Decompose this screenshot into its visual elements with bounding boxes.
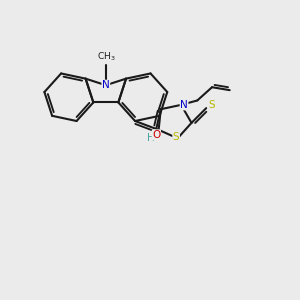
Text: S: S bbox=[208, 100, 215, 110]
Text: CH$_3$: CH$_3$ bbox=[97, 51, 115, 64]
Text: H: H bbox=[146, 133, 154, 143]
Text: S: S bbox=[173, 132, 179, 142]
Text: O: O bbox=[152, 130, 160, 140]
Text: N: N bbox=[102, 80, 110, 90]
Text: N: N bbox=[180, 100, 188, 110]
